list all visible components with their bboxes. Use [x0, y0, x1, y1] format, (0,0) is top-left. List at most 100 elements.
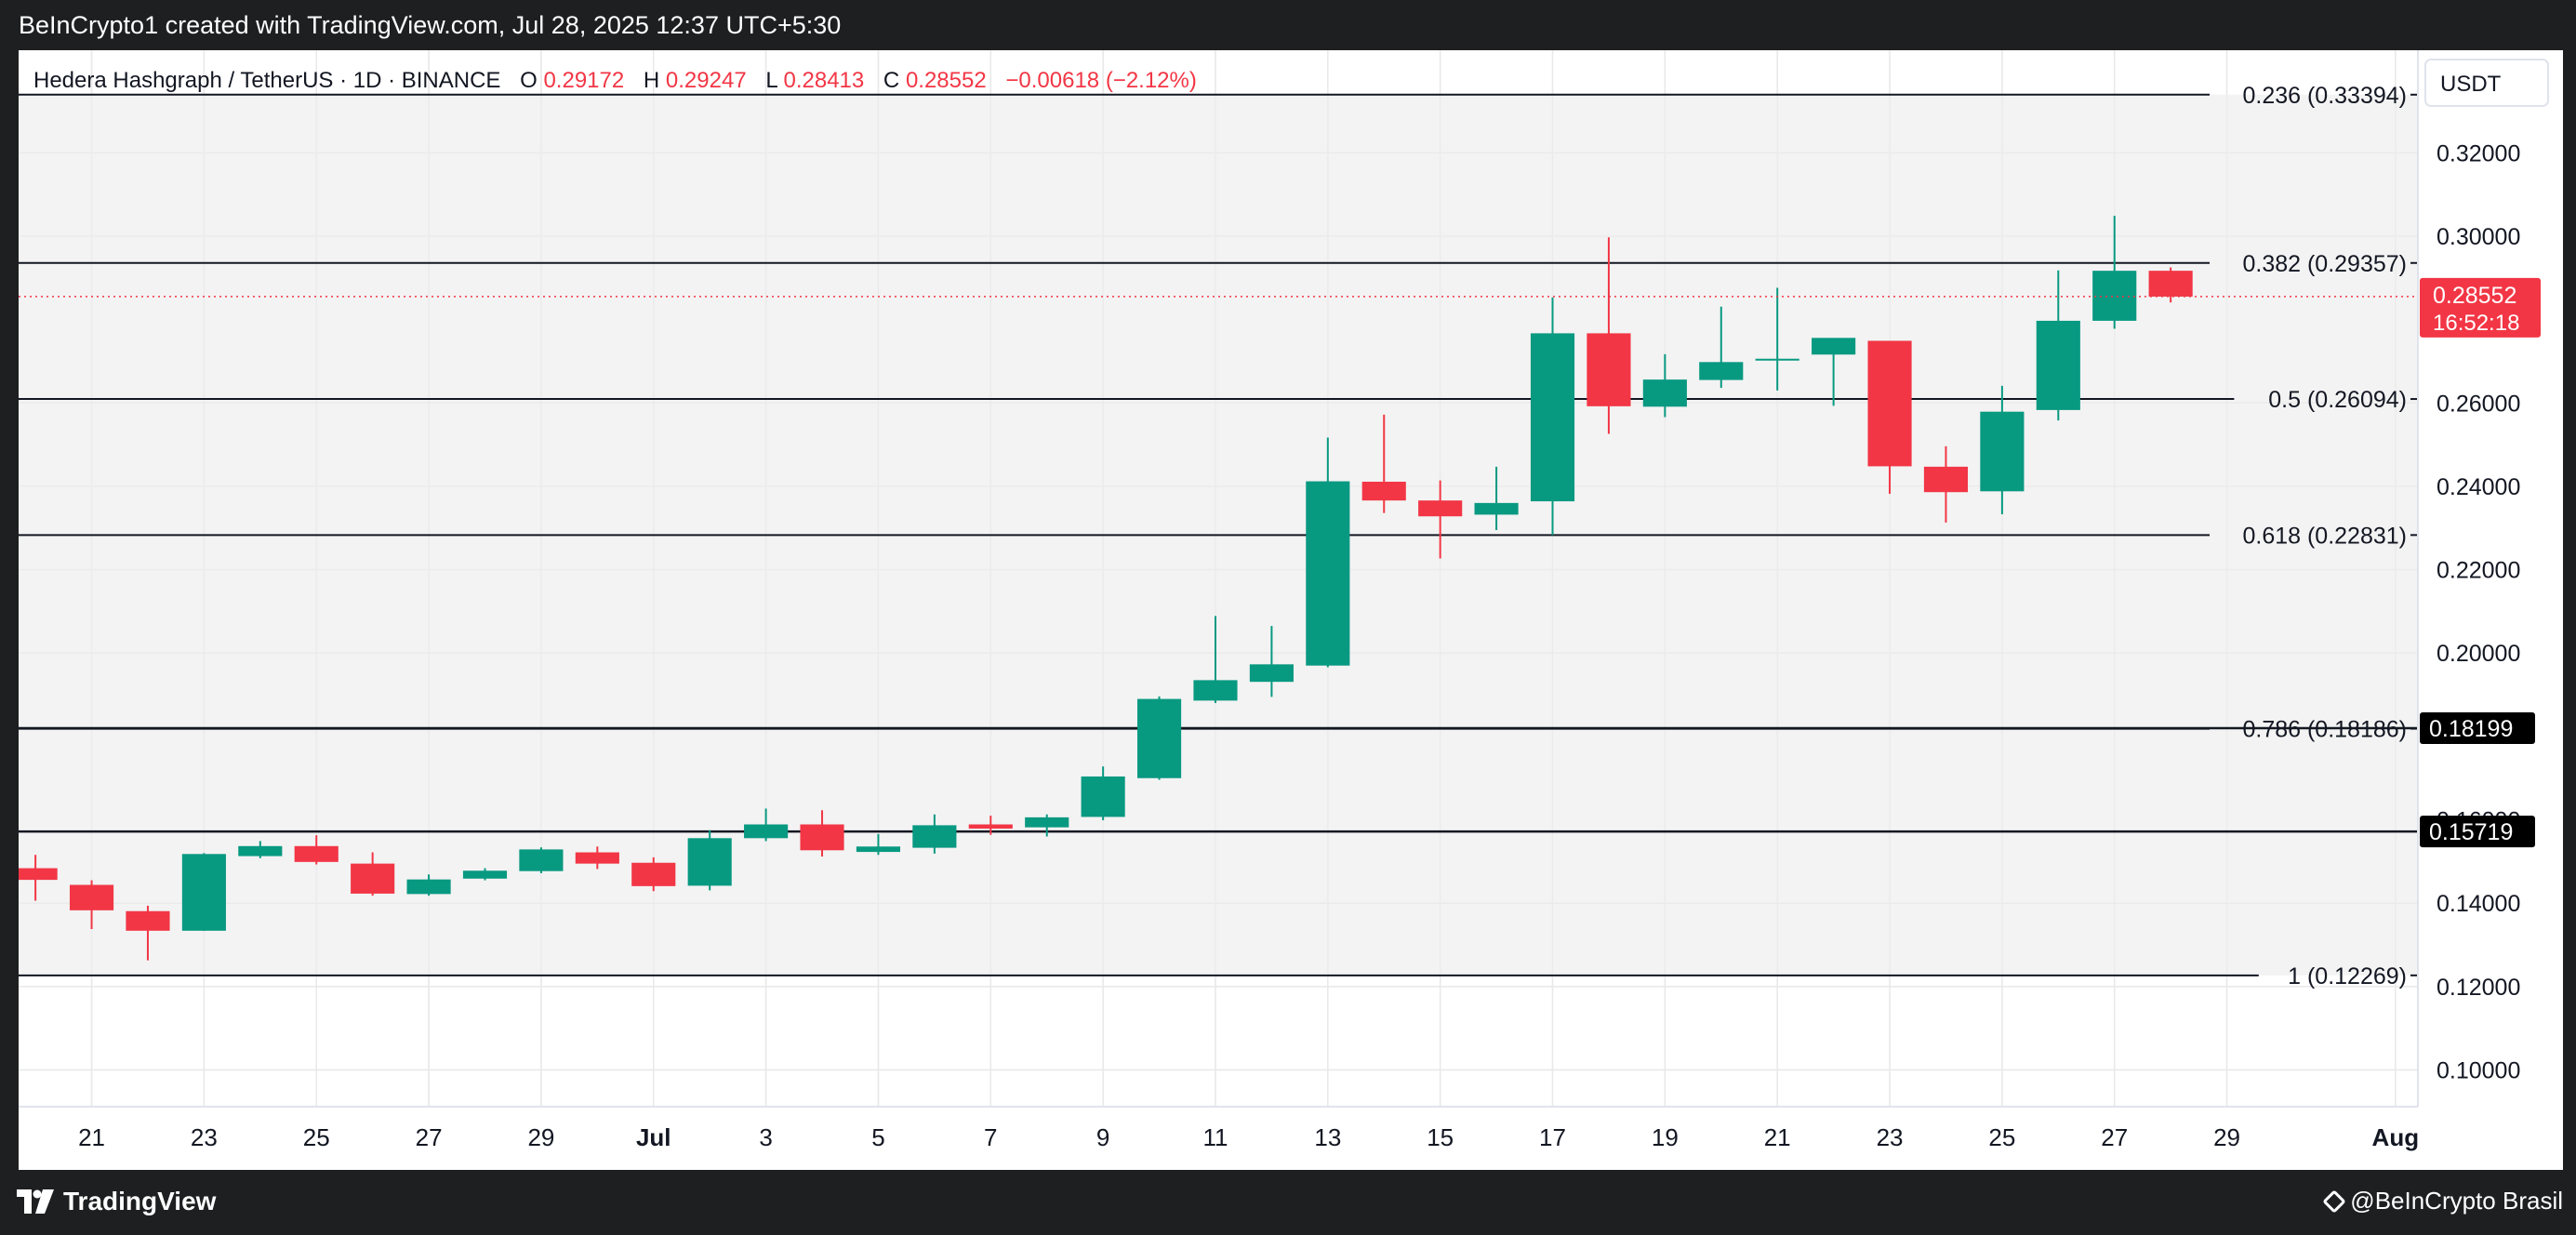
- legend-open-label: O: [520, 68, 538, 93]
- time-tick-label: 7: [984, 1123, 997, 1151]
- candle-body: [181, 854, 226, 931]
- candle[interactable]: [294, 835, 339, 865]
- candle[interactable]: [1867, 340, 1912, 494]
- candle[interactable]: [1812, 338, 1856, 406]
- price-tick-label: 0.10000: [2437, 1058, 2520, 1084]
- candle[interactable]: [1361, 414, 1406, 513]
- candle[interactable]: [631, 857, 676, 892]
- candle-body: [2148, 271, 2193, 297]
- time-tick-label: 15: [1427, 1123, 1454, 1151]
- symbol-legend[interactable]: Hedera Hashgraph / TetherUS · 1D · BINAN…: [33, 68, 1197, 93]
- candle[interactable]: [1306, 437, 1350, 668]
- candle-body: [1530, 333, 1575, 502]
- candle[interactable]: [13, 855, 58, 901]
- fib-level-label: 0.236 (0.33394): [2242, 83, 2407, 109]
- candle[interactable]: [1587, 237, 1631, 434]
- time-tick-label: 27: [2101, 1123, 2128, 1151]
- candle-body: [2036, 320, 2080, 410]
- last-price-countdown: 16:52:18: [2433, 311, 2519, 336]
- candle[interactable]: [856, 833, 901, 856]
- candle[interactable]: [687, 830, 732, 891]
- candle[interactable]: [69, 880, 114, 930]
- candle[interactable]: [800, 810, 844, 857]
- time-tick-label: 23: [191, 1123, 218, 1151]
- candle[interactable]: [1193, 616, 1238, 704]
- price-tick-label: 0.30000: [2437, 224, 2520, 250]
- candle-body: [1249, 664, 1294, 683]
- price-line-label[interactable]: 0.15719: [2420, 816, 2535, 848]
- legend-low-label: L: [765, 68, 777, 93]
- time-tick-label: 3: [759, 1123, 772, 1151]
- chart-area[interactable]: 0.236 (0.33394) 0.382 (0.29357) 0.5 (0.260…: [13, 50, 2563, 1170]
- candle-body: [575, 852, 619, 864]
- price-line-label[interactable]: 0.18199: [2420, 711, 2535, 744]
- candle-body: [69, 884, 114, 910]
- candle[interactable]: [1025, 814, 1069, 837]
- time-tick-label: Jul: [636, 1123, 671, 1151]
- candle[interactable]: [406, 874, 451, 896]
- tradingview-logo-icon: [17, 1189, 54, 1214]
- candle-body: [1867, 340, 1912, 467]
- candle-body: [912, 825, 957, 848]
- candle-body: [1081, 776, 1125, 817]
- currency-button[interactable]: USDT: [2424, 59, 2549, 107]
- candle[interactable]: [1418, 480, 1463, 559]
- time-tick-label: 9: [1096, 1123, 1109, 1151]
- candle[interactable]: [2092, 215, 2137, 329]
- candle-body: [1136, 698, 1182, 778]
- legend-close-label: C: [883, 68, 899, 93]
- candle[interactable]: [744, 808, 789, 842]
- credit-line: BeInCrypto1 created with TradingView.com…: [19, 11, 842, 39]
- time-tick-label: 19: [1652, 1123, 1679, 1151]
- candle[interactable]: [1923, 445, 1969, 523]
- candle[interactable]: [519, 847, 564, 873]
- last-price-value: 0.28552: [2433, 283, 2516, 309]
- footer-bar: TradingView @BeInCrypto Brasil: [0, 1170, 2576, 1235]
- candle[interactable]: [1980, 385, 2025, 514]
- candle[interactable]: [462, 868, 508, 881]
- time-tick-label: 29: [2213, 1123, 2240, 1151]
- watermark: @BeInCrypto Brasil: [2322, 1187, 2563, 1215]
- time-tick-label: 17: [1539, 1123, 1566, 1151]
- candle[interactable]: [181, 853, 226, 931]
- candle[interactable]: [126, 905, 170, 961]
- currency-label: USDT: [2440, 72, 2502, 97]
- candle-body: [1025, 817, 1069, 828]
- tradingview-brand[interactable]: TradingView: [17, 1185, 216, 1218]
- fib-level-label: 0.382 (0.29357): [2242, 251, 2407, 277]
- credit-header: BeInCrypto1 created with TradingView.com…: [0, 0, 2576, 50]
- candle[interactable]: [1699, 306, 1744, 389]
- time-tick-label: 21: [78, 1123, 105, 1151]
- candle-body: [744, 824, 789, 839]
- price-tick-label: 0.24000: [2437, 474, 2520, 500]
- candle-body: [1418, 500, 1463, 517]
- price-line-label-bg: [2420, 816, 2535, 848]
- candle[interactable]: [968, 816, 1013, 835]
- candle-body: [2092, 271, 2137, 321]
- candle[interactable]: [1530, 297, 1575, 536]
- candle[interactable]: [912, 814, 957, 854]
- legend-change: −0.00618 (−2.12%): [1005, 68, 1197, 93]
- candle[interactable]: [1081, 766, 1125, 821]
- legend-low-value: 0.28413: [783, 68, 864, 93]
- candle[interactable]: [1474, 466, 1519, 530]
- time-tick-label: 11: [1202, 1123, 1228, 1151]
- candle[interactable]: [351, 852, 395, 896]
- candle-body: [631, 862, 676, 886]
- candle[interactable]: [2036, 270, 2080, 421]
- candle-body: [13, 868, 58, 881]
- candle[interactable]: [1755, 287, 1799, 391]
- candle[interactable]: [1249, 626, 1294, 697]
- time-tick-label: 13: [1314, 1123, 1341, 1151]
- legend-open-value: 0.29172: [543, 68, 624, 93]
- candlestick-chart[interactable]: 0.236 (0.33394) 0.382 (0.29357) 0.5 (0.260…: [13, 50, 2563, 1170]
- candle[interactable]: [238, 841, 283, 858]
- candle-body: [1699, 362, 1744, 380]
- time-tick-label: 25: [303, 1123, 330, 1151]
- candle[interactable]: [1136, 696, 1182, 780]
- candle[interactable]: [1642, 353, 1687, 418]
- candle[interactable]: [575, 846, 619, 870]
- candle[interactable]: [2148, 267, 2193, 303]
- price-line-label-text: 0.15719: [2429, 819, 2513, 845]
